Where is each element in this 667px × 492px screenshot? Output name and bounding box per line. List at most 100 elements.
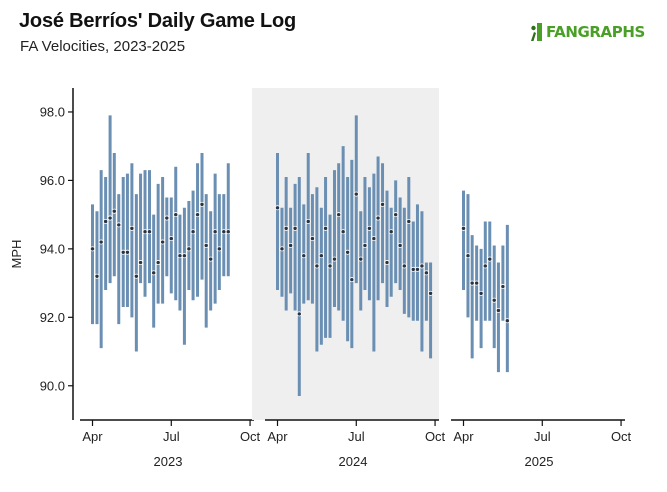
avg-velocity-point: [288, 242, 294, 248]
avg-velocity-point: [160, 239, 166, 245]
avg-velocity-point: [487, 256, 493, 262]
avg-velocity-point: [340, 229, 346, 235]
avg-velocity-point: [116, 222, 122, 228]
avg-velocity-point: [414, 266, 420, 272]
avg-velocity-point: [146, 229, 152, 235]
avg-velocity-point: [142, 229, 148, 235]
avg-velocity-point: [203, 242, 209, 248]
avg-velocity-point: [388, 229, 394, 235]
avg-velocity-point: [305, 218, 311, 224]
y-tick-label: 96.0: [40, 173, 65, 188]
avg-velocity-point: [482, 263, 488, 269]
x-tick-label: Jul: [534, 429, 551, 444]
avg-velocity-point: [406, 218, 412, 224]
avg-velocity-point: [103, 218, 109, 224]
chart-subtitle: FA Velocities, 2023-2025: [20, 38, 186, 55]
y-tick-label: 90.0: [40, 378, 65, 393]
avg-velocity-point: [393, 212, 399, 218]
avg-velocity-point: [181, 253, 187, 259]
avg-velocity-point: [124, 249, 130, 255]
fangraphs-logo[interactable]: FANGRAPHS: [530, 20, 645, 44]
avg-velocity-point: [419, 263, 425, 269]
avg-velocity-point: [353, 191, 359, 197]
panel-shade: [252, 88, 439, 420]
avg-velocity-point: [478, 290, 484, 296]
avg-velocity-point: [301, 253, 307, 259]
avg-velocity-point: [216, 246, 222, 252]
x-tick-label: Oct: [425, 429, 446, 444]
avg-velocity-point: [164, 215, 170, 221]
avg-velocity-point: [345, 249, 351, 255]
x-tick-label: Oct: [240, 429, 261, 444]
avg-velocity-point: [366, 225, 372, 231]
avg-velocity-point: [384, 260, 390, 266]
avg-velocity-point: [292, 225, 298, 231]
avg-velocity-point: [111, 208, 117, 214]
x-tick-label: Jul: [163, 429, 180, 444]
avg-velocity-point: [275, 205, 281, 211]
avg-velocity-point: [94, 273, 100, 279]
avg-velocity-point: [120, 249, 126, 255]
avg-velocity-point: [199, 201, 205, 207]
x-tick-label: Apr: [82, 429, 103, 444]
avg-velocity-point: [461, 225, 467, 231]
avg-velocity-point: [495, 307, 501, 313]
panel-2024: Apr Jul Oct 2024: [252, 88, 446, 469]
avg-velocity-point: [155, 260, 161, 266]
avg-velocity-point: [397, 242, 403, 248]
avg-velocity-point: [423, 270, 429, 276]
avg-velocity-point: [362, 242, 368, 248]
x-tick-label: Apr: [453, 429, 474, 444]
avg-velocity-point: [177, 253, 183, 259]
avg-velocity-point: [504, 318, 510, 324]
avg-velocity-point: [90, 246, 96, 252]
avg-velocity-point: [283, 225, 289, 231]
avg-velocity-point: [279, 246, 285, 252]
panel-2023: Apr Jul Oct 2023: [80, 115, 261, 469]
avg-velocity-point: [151, 270, 157, 276]
avg-velocity-point: [336, 212, 342, 218]
x-tick-label: Apr: [267, 429, 288, 444]
avg-velocity-point: [296, 311, 302, 317]
y-tick-label: 98.0: [40, 104, 65, 119]
avg-velocity-point: [491, 297, 497, 303]
avg-velocity-point: [375, 215, 381, 221]
avg-velocity-point: [190, 229, 196, 235]
fangraphs-logo-text: FANGRAPHS: [546, 23, 645, 41]
avg-velocity-point: [309, 236, 315, 242]
avg-velocity-point: [314, 263, 320, 269]
panel-year-label: 2023: [154, 454, 183, 469]
avg-velocity-point: [349, 277, 355, 283]
avg-velocity-point: [98, 239, 104, 245]
avg-velocity-point: [401, 263, 407, 269]
avg-velocity-point: [318, 253, 324, 259]
fangraphs-logo-icon: [531, 23, 542, 41]
avg-velocity-point: [138, 260, 144, 266]
avg-velocity-point: [410, 266, 416, 272]
avg-velocity-point: [221, 229, 227, 235]
avg-velocity-point: [380, 201, 386, 207]
panel-2025: Apr Jul Oct 2025: [451, 190, 632, 469]
avg-velocity-point: [465, 253, 471, 259]
avg-velocity-point: [186, 246, 192, 252]
avg-velocity-point: [358, 256, 364, 262]
avg-velocity-point: [474, 280, 480, 286]
avg-velocity-point: [371, 236, 377, 242]
avg-velocity-point: [469, 280, 475, 286]
chart-title: José Berríos' Daily Game Log: [19, 10, 297, 32]
avg-velocity-point: [323, 225, 329, 231]
x-tick-label: Oct: [611, 429, 632, 444]
avg-velocity-point: [500, 284, 506, 290]
avg-velocity-point: [168, 236, 174, 242]
x-tick-label: Jul: [348, 429, 365, 444]
avg-velocity-point: [212, 229, 218, 235]
avg-velocity-point: [428, 290, 434, 296]
avg-velocity-point: [331, 256, 337, 262]
panel-year-label: 2024: [339, 454, 368, 469]
avg-velocity-point: [208, 256, 214, 262]
avg-velocity-point: [129, 225, 135, 231]
avg-velocity-point: [327, 263, 333, 269]
avg-velocity-point: [133, 273, 139, 279]
avg-velocity-point: [225, 229, 231, 235]
